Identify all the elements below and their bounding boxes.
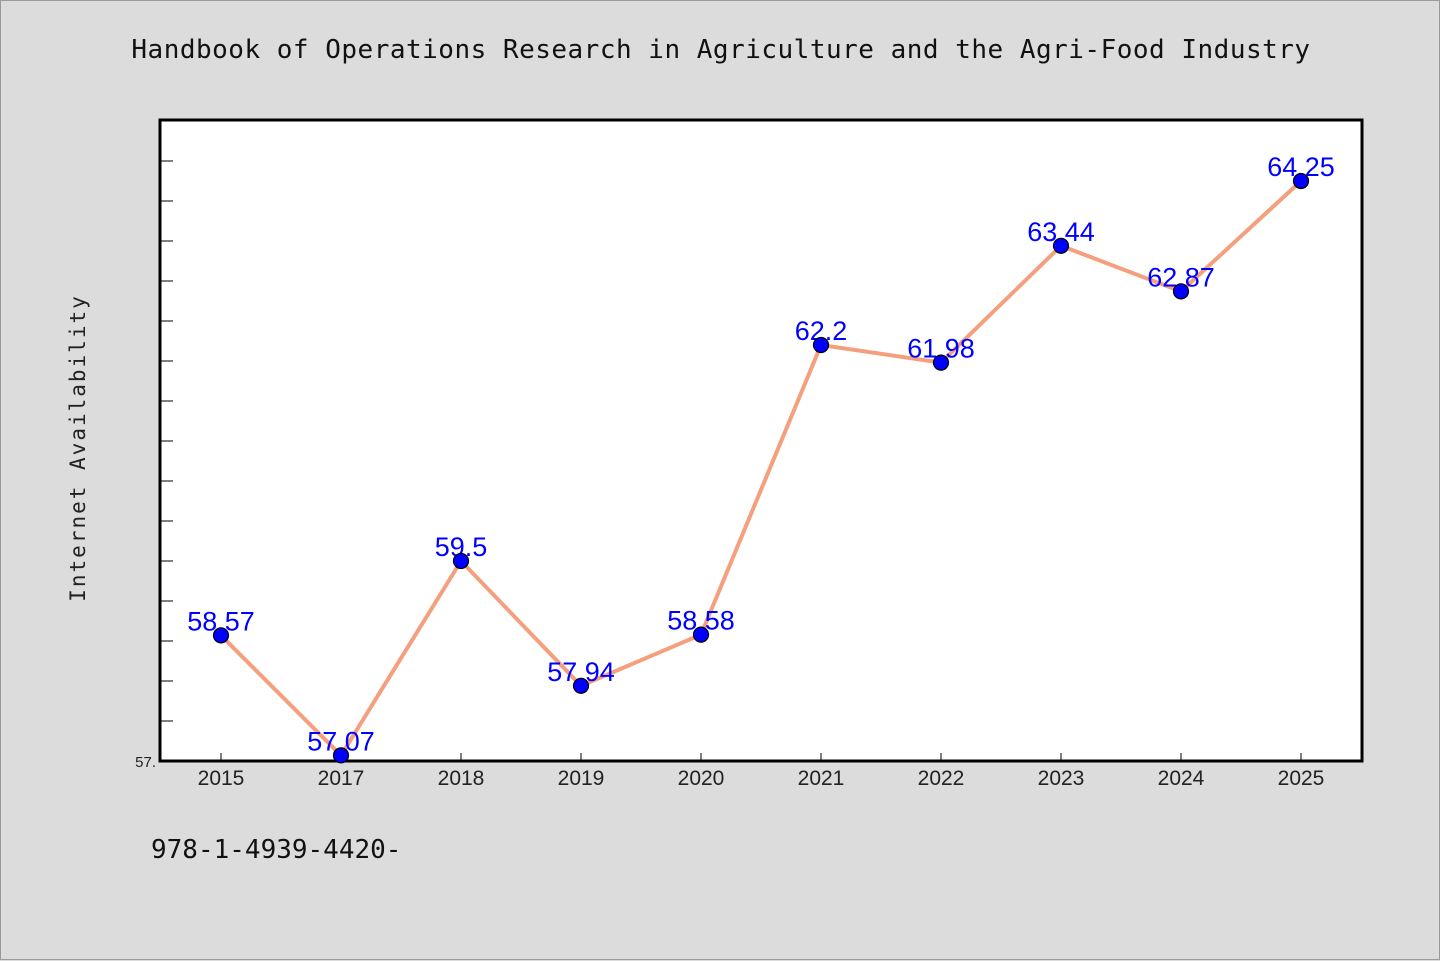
data-point <box>1052 237 1070 254</box>
x-tick-label: 2023 <box>1038 767 1085 790</box>
plot-area <box>158 118 1364 763</box>
series-group: 58.5757.0759.557.9458.5862.261.9863.4462… <box>187 152 1335 764</box>
data-point <box>932 354 950 371</box>
x-tick-label: 2021 <box>798 767 845 790</box>
x-tick-label: 2015 <box>198 767 245 790</box>
data-point <box>692 626 710 643</box>
data-point <box>1172 283 1190 300</box>
data-point <box>332 747 350 764</box>
data-point <box>572 677 590 694</box>
data-point <box>812 336 830 354</box>
x-tick-label: 2020 <box>678 767 725 790</box>
data-point <box>212 627 230 644</box>
x-tick-label: 2024 <box>1158 767 1205 790</box>
data-point <box>452 552 470 570</box>
series-line <box>219 179 1303 758</box>
y-tick-label: 57. <box>135 754 156 771</box>
x-tick-label: 2025 <box>1278 767 1325 790</box>
x-tick-label: 2017 <box>318 767 365 790</box>
x-tick-label: 2019 <box>558 767 605 790</box>
y-axis-ticks: 57. <box>135 120 173 771</box>
footnote-isbn: 978-1-4939-4420- <box>151 835 402 865</box>
x-tick-label: 2022 <box>918 767 965 790</box>
data-point <box>1292 172 1310 190</box>
x-tick-label: 2018 <box>438 767 485 790</box>
chart-title: Handbook of Operations Research in Agric… <box>131 35 1311 65</box>
x-axis-ticks: 2015 2017 2018 2019 2020 2021 2022 2023 2024 2025 <box>198 753 1325 790</box>
